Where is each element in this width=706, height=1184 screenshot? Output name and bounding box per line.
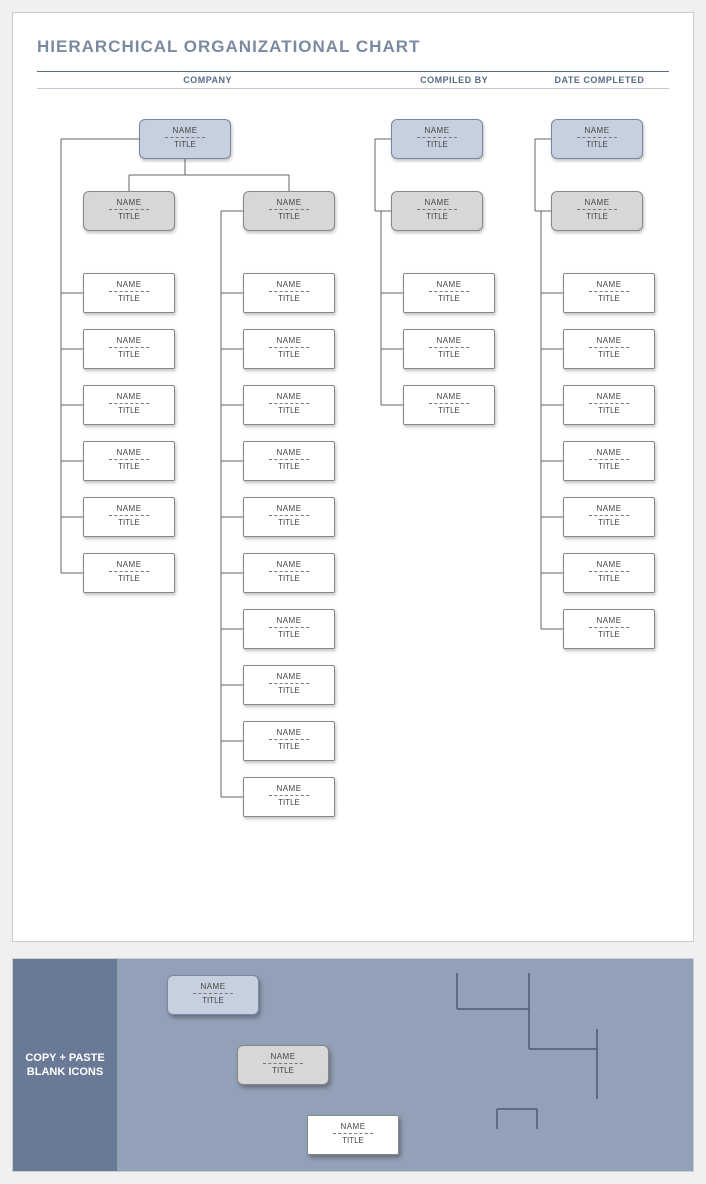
meta-compiled-by-label: COMPILED BY (378, 72, 530, 88)
palette-label: COPY + PASTE BLANK ICONS (13, 959, 117, 1171)
palette-canvas: NAMETITLE NAMETITLE NAMETITLE (117, 959, 693, 1171)
org-node[interactable]: NAMETITLE (243, 609, 335, 649)
palette-panel: COPY + PASTE BLANK ICONS NAMETITLENAMETI… (12, 958, 694, 1172)
meta-company-label: COMPANY (37, 72, 378, 88)
org-node[interactable]: NAMETITLE (243, 385, 335, 425)
org-node[interactable]: NAMETITLE (551, 191, 643, 231)
org-node[interactable]: NAMETITLE (83, 385, 175, 425)
org-node[interactable]: NAMETITLE (551, 119, 643, 159)
org-node[interactable]: NAMETITLE (403, 273, 495, 313)
org-node[interactable]: NAMETITLE (243, 191, 335, 231)
org-node[interactable]: NAMETITLE (243, 665, 335, 705)
meta-date-completed-label: DATE COMPLETED (530, 72, 669, 88)
org-node[interactable]: NAMETITLE (563, 273, 655, 313)
org-node[interactable]: NAMETITLE (403, 329, 495, 369)
org-node[interactable]: NAMETITLE (83, 329, 175, 369)
org-node[interactable]: NAMETITLE (83, 497, 175, 537)
org-node[interactable]: NAMETITLE (243, 553, 335, 593)
org-node[interactable]: NAMETITLE (243, 441, 335, 481)
org-node[interactable]: NAMETITLE (243, 273, 335, 313)
org-node[interactable]: NAMETITLE (391, 119, 483, 159)
org-node[interactable]: NAMETITLE (563, 385, 655, 425)
org-node[interactable]: NAMETITLE (243, 497, 335, 537)
palette-node[interactable]: NAMETITLE (307, 1115, 399, 1155)
org-node[interactable]: NAMETITLE (563, 553, 655, 593)
org-node[interactable]: NAMETITLE (243, 721, 335, 761)
org-node[interactable]: NAMETITLE (243, 777, 335, 817)
org-node[interactable]: NAMETITLE (563, 441, 655, 481)
org-node[interactable]: NAMETITLE (243, 329, 335, 369)
org-node[interactable]: NAMETITLE (391, 191, 483, 231)
org-node[interactable]: NAMETITLE (83, 191, 175, 231)
org-node[interactable]: NAMETITLE (83, 273, 175, 313)
org-node[interactable]: NAMETITLE (563, 609, 655, 649)
palette-node[interactable]: NAMETITLE (167, 975, 259, 1015)
org-chart-page: HIERARCHICAL ORGANIZATIONAL CHART COMPAN… (12, 12, 694, 942)
org-node[interactable]: NAMETITLE (139, 119, 231, 159)
org-node[interactable]: NAMETITLE (83, 553, 175, 593)
palette-node[interactable]: NAMETITLE (237, 1045, 329, 1085)
org-node[interactable]: NAMETITLE (403, 385, 495, 425)
meta-header-row: COMPANY COMPILED BY DATE COMPLETED (37, 71, 669, 89)
org-node[interactable]: NAMETITLE (83, 441, 175, 481)
org-node[interactable]: NAMETITLE (563, 497, 655, 537)
org-node[interactable]: NAMETITLE (563, 329, 655, 369)
org-chart-canvas: NAMETITLE NAMETITLE NAMETITLE NAMETITLE NAME… (37, 89, 669, 879)
page-title: HIERARCHICAL ORGANIZATIONAL CHART (37, 37, 669, 57)
